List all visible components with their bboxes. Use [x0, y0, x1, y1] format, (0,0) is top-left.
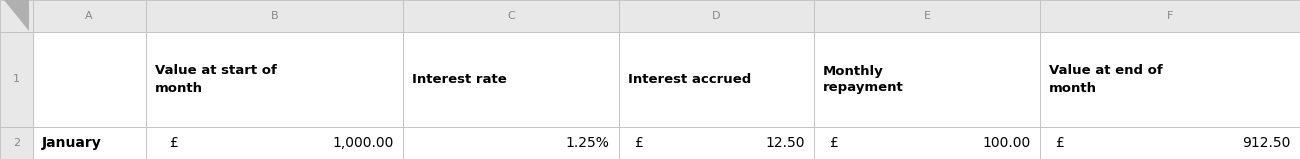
Bar	[814, 0, 1040, 32]
Bar	[403, 0, 619, 32]
Bar	[619, 0, 814, 32]
Text: 100.00: 100.00	[983, 136, 1031, 150]
Text: Value at start of
month: Value at start of month	[155, 65, 277, 94]
Text: 1,000.00: 1,000.00	[333, 136, 394, 150]
Text: E: E	[923, 11, 931, 21]
Text: B: B	[270, 11, 278, 21]
Bar	[619, 32, 814, 127]
Text: £: £	[1056, 136, 1065, 150]
Bar	[403, 127, 619, 159]
Text: £: £	[829, 136, 838, 150]
Text: January: January	[42, 136, 101, 150]
Text: 1.25%: 1.25%	[566, 136, 610, 150]
Text: Interest rate: Interest rate	[412, 73, 507, 86]
Bar	[403, 32, 619, 127]
Text: 2: 2	[13, 138, 20, 148]
Text: £: £	[169, 136, 178, 150]
Text: Value at end of
month: Value at end of month	[1049, 65, 1164, 94]
Bar	[146, 127, 403, 159]
Text: C: C	[507, 11, 515, 21]
Bar	[32, 127, 146, 159]
Text: Interest accrued: Interest accrued	[628, 73, 751, 86]
Bar	[32, 0, 146, 32]
Text: A: A	[86, 11, 92, 21]
Bar	[146, 32, 403, 127]
Bar	[32, 32, 146, 127]
Text: 912.50: 912.50	[1243, 136, 1291, 150]
Bar	[1040, 127, 1300, 159]
Bar	[0, 0, 32, 32]
Bar	[814, 127, 1040, 159]
Text: D: D	[712, 11, 720, 21]
Text: 1: 1	[13, 75, 20, 84]
Bar	[619, 127, 814, 159]
Bar	[1040, 0, 1300, 32]
Bar	[146, 0, 403, 32]
Text: F: F	[1167, 11, 1173, 21]
Text: Monthly
repayment: Monthly repayment	[823, 65, 903, 94]
Text: 12.50: 12.50	[766, 136, 805, 150]
Bar	[814, 32, 1040, 127]
Polygon shape	[4, 0, 29, 31]
Bar	[0, 32, 32, 127]
Text: £: £	[634, 136, 644, 150]
Bar	[1040, 32, 1300, 127]
Bar	[0, 127, 32, 159]
